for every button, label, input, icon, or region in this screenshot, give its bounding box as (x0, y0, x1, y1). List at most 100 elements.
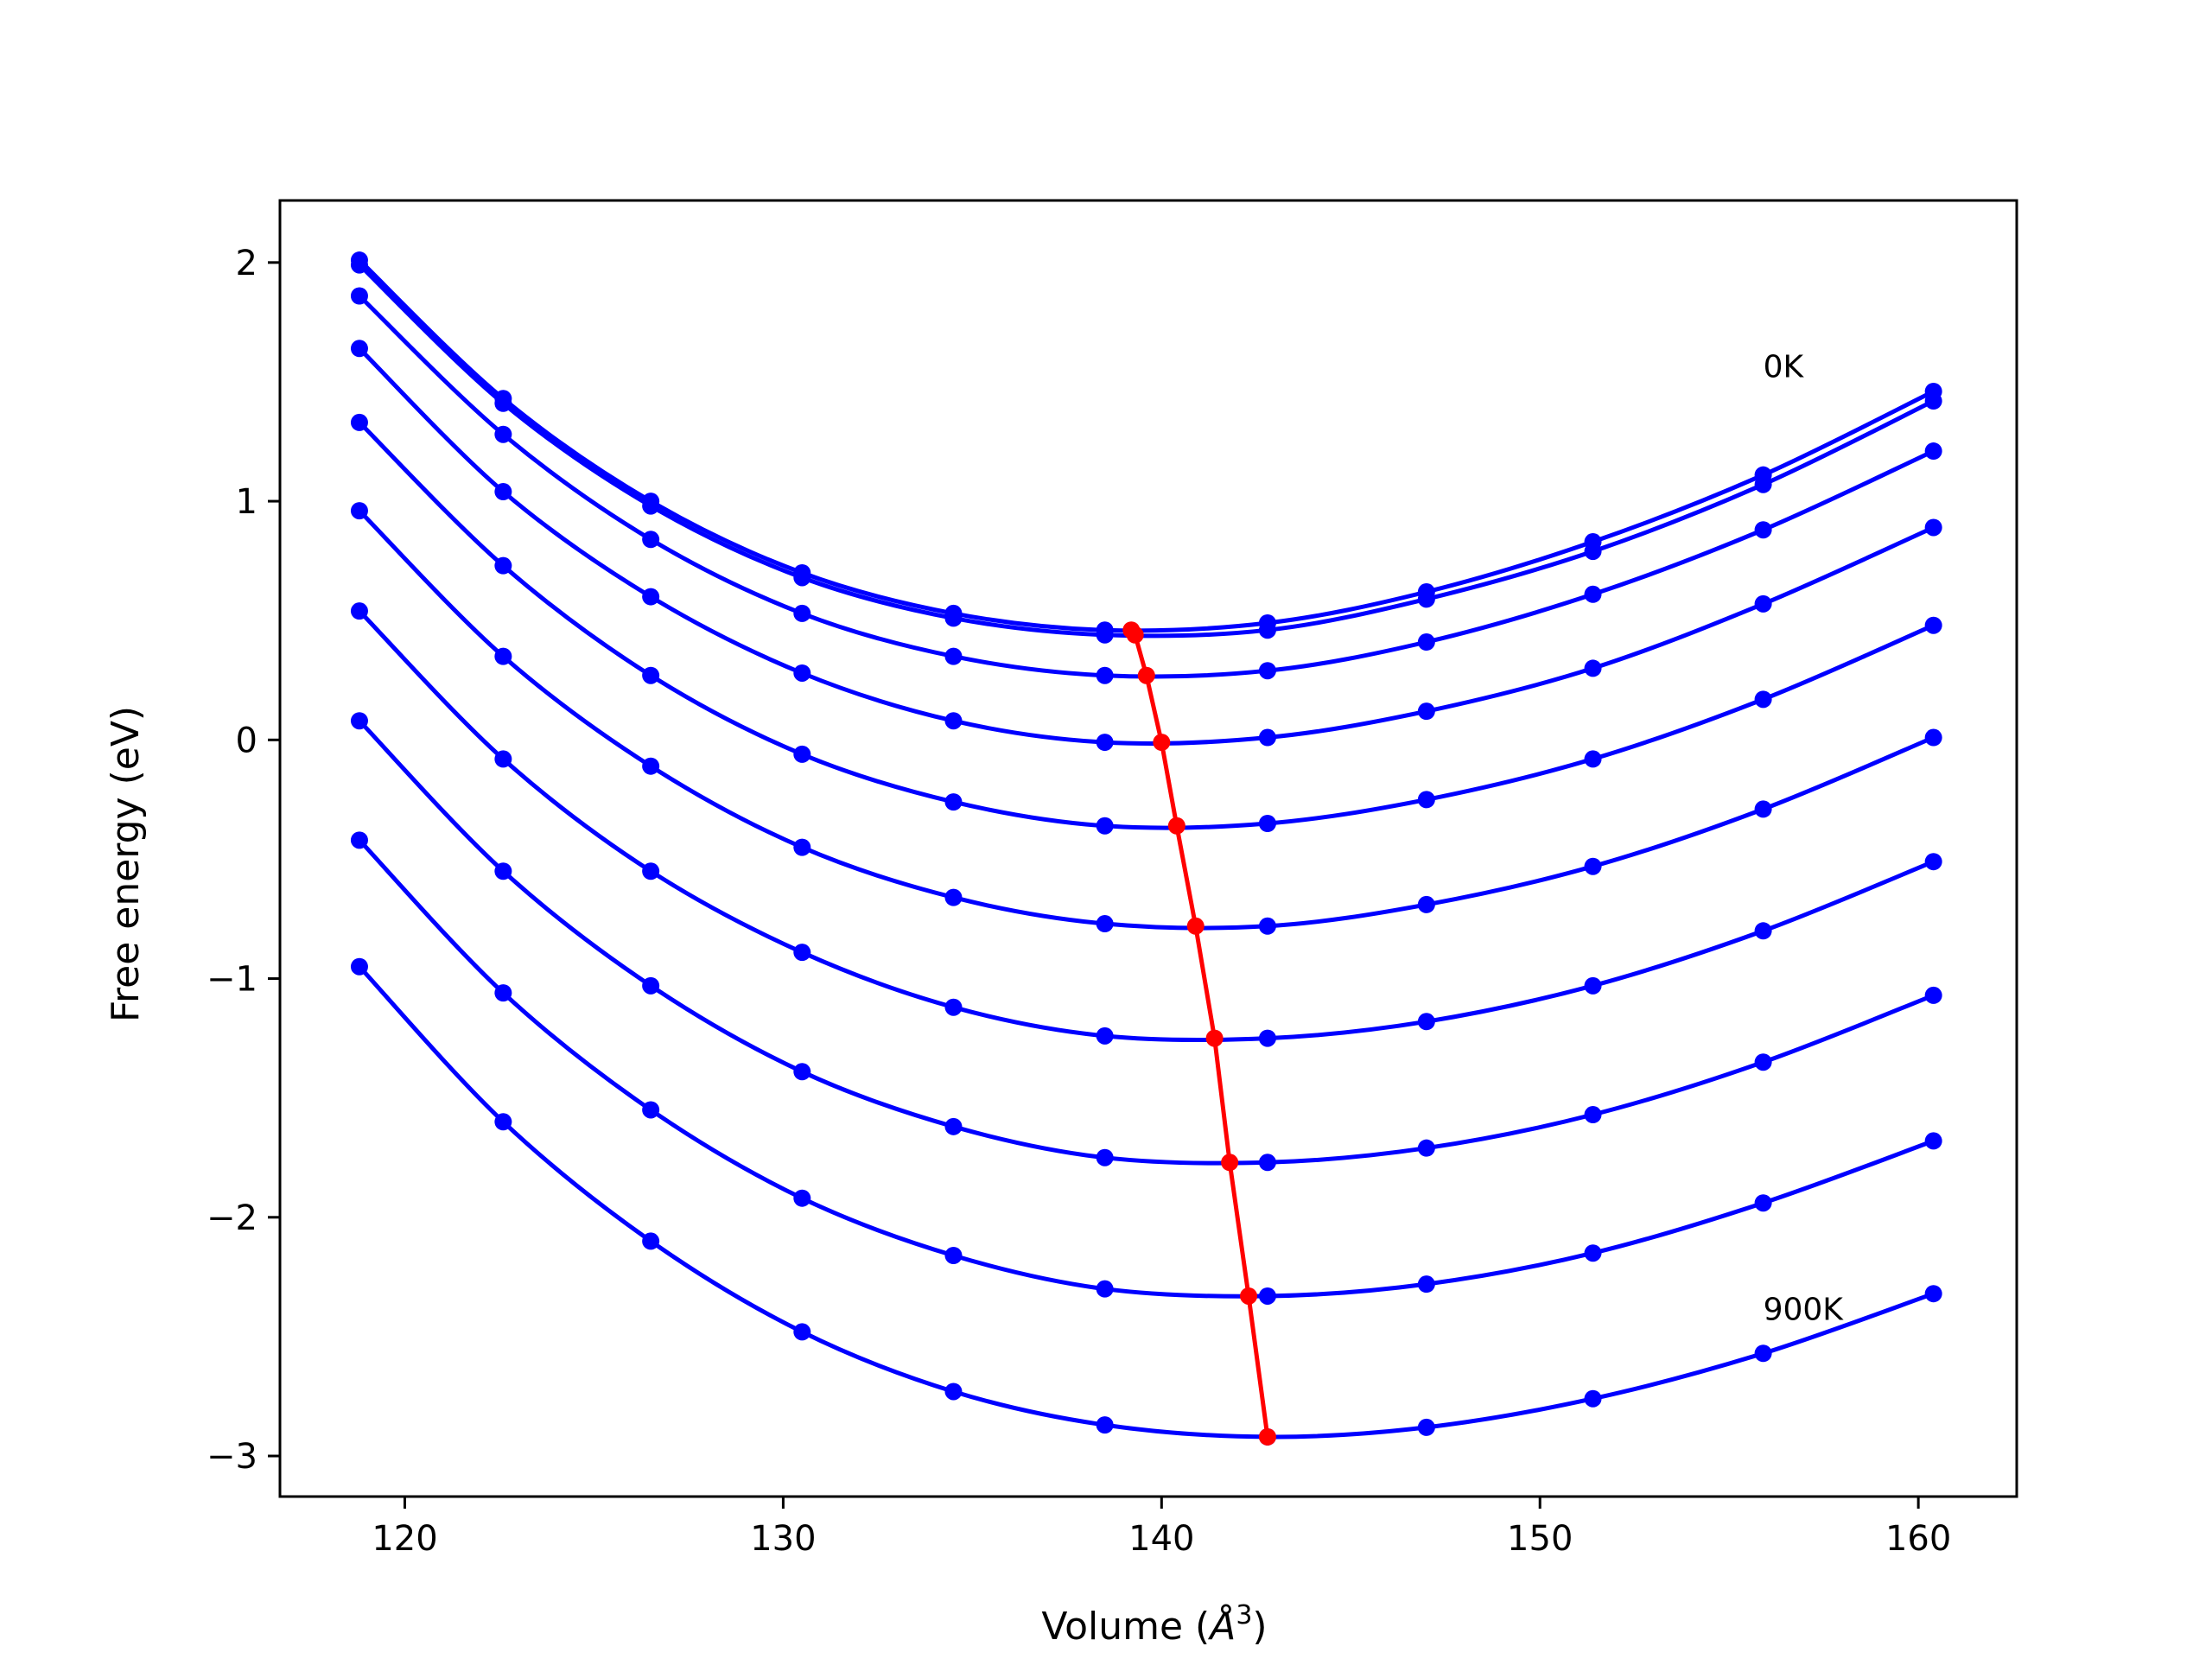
data-point (944, 609, 963, 627)
data-point (642, 666, 660, 684)
data-point (350, 831, 368, 849)
y-tick-label: 0 (236, 721, 257, 760)
data-point (1096, 817, 1114, 835)
data-point (494, 750, 512, 768)
data-point (1584, 1106, 1602, 1124)
data-point (1754, 475, 1772, 493)
minimum-point (1205, 1029, 1224, 1047)
data-point (1258, 728, 1276, 747)
data-point (793, 1189, 811, 1207)
y-tick-label: 2 (236, 244, 257, 283)
data-point (494, 394, 512, 412)
data-point (1754, 922, 1772, 940)
data-point (1417, 1013, 1435, 1031)
annotation-label: 900K (1764, 1293, 1845, 1328)
data-point (494, 984, 512, 1002)
data-point (793, 569, 811, 587)
x-tick-label: 130 (750, 1519, 816, 1559)
data-point (793, 1323, 811, 1341)
data-point (944, 1382, 963, 1401)
data-point (1096, 626, 1114, 644)
x-tick-label: 140 (1128, 1519, 1194, 1559)
data-point (1924, 1285, 1942, 1303)
data-point (1584, 543, 1602, 561)
data-point (1924, 518, 1942, 537)
data-point (350, 502, 368, 520)
data-point (944, 1246, 963, 1264)
data-point (793, 944, 811, 962)
data-point (1096, 1280, 1114, 1298)
data-point (1258, 662, 1276, 680)
plot-frame (278, 199, 2018, 1498)
data-point (350, 256, 368, 274)
minimum-point (1137, 666, 1155, 684)
data-point (1258, 621, 1276, 639)
data-point (1417, 633, 1435, 652)
data-point (793, 838, 811, 856)
data-point (642, 497, 660, 515)
data-point (1096, 666, 1114, 684)
data-point (1417, 1139, 1435, 1157)
data-point (1417, 1275, 1435, 1294)
data-point (944, 1117, 963, 1135)
data-point (642, 757, 660, 775)
data-point (1417, 702, 1435, 721)
data-point (350, 287, 368, 305)
data-point (350, 602, 368, 620)
data-point (793, 1063, 811, 1081)
series-9 (350, 957, 1942, 1446)
data-point (1096, 734, 1114, 752)
series-5 (350, 502, 1942, 935)
x-axis-label-exponent: 3 (1236, 1600, 1252, 1630)
data-point (1417, 590, 1435, 608)
data-point (1584, 1244, 1602, 1262)
data-point (1754, 800, 1772, 818)
data-point (494, 1113, 512, 1131)
annotation-label: 0K (1764, 349, 1805, 385)
data-point (1096, 1148, 1114, 1166)
data-point (1258, 1287, 1276, 1305)
data-point (350, 712, 368, 730)
data-point (1754, 1194, 1772, 1212)
series-1 (350, 256, 1942, 644)
data-point (1258, 814, 1276, 832)
data-point (944, 998, 963, 1016)
data-point (793, 664, 811, 682)
data-point (494, 483, 512, 501)
data-point (944, 888, 963, 906)
data-point (1924, 392, 1942, 410)
x-tick-label: 160 (1885, 1519, 1951, 1559)
data-point (642, 531, 660, 549)
data-point (1417, 895, 1435, 913)
data-point (1924, 442, 1942, 461)
data-point (1584, 585, 1602, 603)
data-point (1584, 976, 1602, 995)
data-point (350, 957, 368, 976)
annotations-layer: 0K 900K (1764, 349, 1845, 1327)
data-point (1924, 853, 1942, 871)
data-point (1096, 1416, 1114, 1434)
data-point (642, 588, 660, 606)
data-point (494, 862, 512, 880)
x-axis-ticks: 120 130 140 150 160 (372, 1497, 1951, 1559)
data-point (1584, 857, 1602, 875)
data-point (642, 1101, 660, 1119)
x-axis-label-close: ) (1252, 1605, 1267, 1649)
data-point (1096, 915, 1114, 933)
data-point (1417, 791, 1435, 809)
data-point (1924, 1132, 1942, 1150)
data-point (494, 556, 512, 575)
data-point (1754, 521, 1772, 539)
data-point (1754, 1053, 1772, 1071)
x-axis-label: Volume (Å3) (1041, 1600, 1267, 1649)
y-axis-ticks: 2 1 0 −1 −2 −3 (207, 244, 280, 1477)
data-point (1417, 1418, 1435, 1436)
data-point (944, 647, 963, 665)
minimum-point (1126, 626, 1144, 644)
x-tick-label: 120 (372, 1519, 437, 1559)
data-point (1258, 1154, 1276, 1172)
y-tick-label: 1 (236, 482, 257, 522)
minimum-point (1240, 1287, 1258, 1305)
series-4 (350, 413, 1942, 835)
minimum-point (1221, 1154, 1239, 1172)
